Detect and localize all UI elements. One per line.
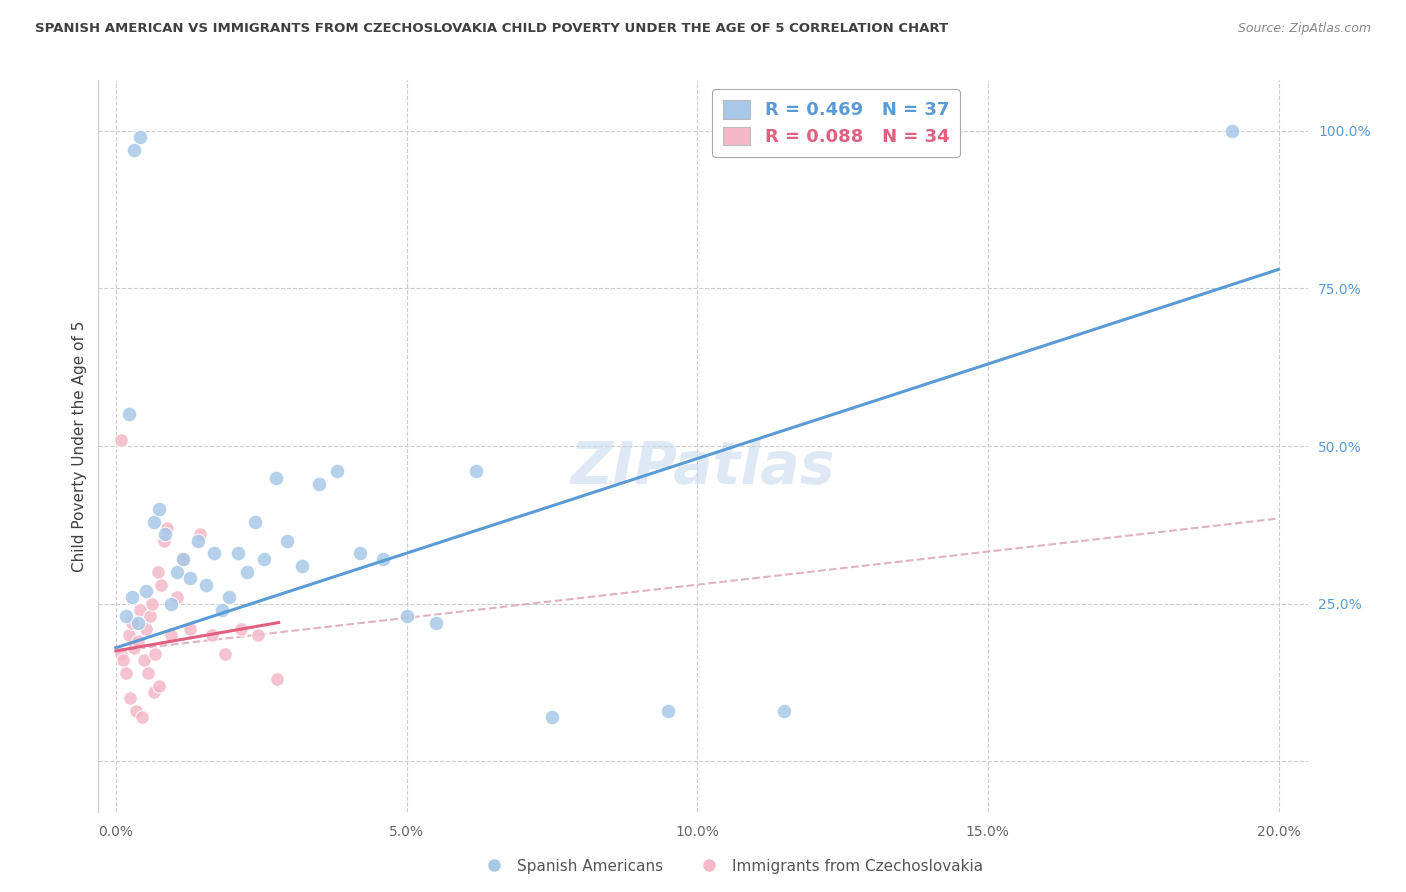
Point: [218, 591, 240, 605]
Point: [166, 565, 188, 579]
Point: [349, 546, 371, 560]
Point: [129, 130, 152, 145]
Point: [179, 622, 201, 636]
Point: [425, 615, 447, 630]
Point: [138, 609, 160, 624]
Point: [179, 571, 201, 585]
Point: [132, 653, 155, 667]
Point: [118, 408, 141, 422]
Point: [229, 622, 252, 636]
Point: [172, 552, 194, 566]
Point: [326, 464, 349, 478]
Point: [201, 628, 224, 642]
Point: [118, 628, 141, 642]
Point: [276, 533, 298, 548]
Point: [131, 710, 153, 724]
Point: [211, 603, 233, 617]
Point: [465, 464, 488, 478]
Point: [160, 597, 183, 611]
Y-axis label: Child Poverty Under the Age of 5: Child Poverty Under the Age of 5: [72, 320, 87, 572]
Text: ZIPatlas: ZIPatlas: [571, 440, 835, 497]
Point: [235, 565, 257, 579]
Point: [125, 704, 148, 718]
Point: [657, 704, 679, 718]
Point: [156, 521, 179, 535]
Point: [291, 558, 314, 573]
Legend: Spanish Americans, Immigrants from Czechoslovakia: Spanish Americans, Immigrants from Czech…: [472, 853, 990, 880]
Point: [142, 515, 165, 529]
Point: [264, 470, 287, 484]
Point: [136, 665, 159, 680]
Text: SPANISH AMERICAN VS IMMIGRANTS FROM CZECHOSLOVAKIA CHILD POVERTY UNDER THE AGE O: SPANISH AMERICAN VS IMMIGRANTS FROM CZEC…: [35, 22, 948, 36]
Point: [187, 533, 209, 548]
Point: [373, 552, 395, 566]
Point: [202, 546, 225, 560]
Point: [111, 653, 134, 667]
Legend: R = 0.469   N = 37, R = 0.088   N = 34: R = 0.469 N = 37, R = 0.088 N = 34: [713, 89, 960, 157]
Point: [155, 527, 177, 541]
Point: [110, 647, 132, 661]
Point: [127, 615, 149, 630]
Point: [124, 143, 146, 157]
Point: [395, 609, 418, 624]
Point: [142, 685, 165, 699]
Point: [160, 628, 183, 642]
Point: [1220, 124, 1243, 138]
Point: [166, 591, 188, 605]
Point: [253, 552, 276, 566]
Point: [120, 691, 142, 706]
Point: [124, 640, 146, 655]
Point: [115, 665, 138, 680]
Point: [226, 546, 249, 560]
Point: [150, 578, 173, 592]
Point: [540, 710, 562, 724]
Point: [773, 704, 796, 718]
Point: [152, 533, 174, 548]
Point: [110, 433, 132, 447]
Point: [148, 679, 170, 693]
Point: [141, 597, 163, 611]
Point: [135, 584, 157, 599]
Point: [121, 615, 143, 630]
Point: [115, 609, 138, 624]
Point: [245, 515, 267, 529]
Point: [266, 673, 288, 687]
Point: [188, 527, 211, 541]
Point: [308, 476, 330, 491]
Point: [194, 578, 217, 592]
Point: [129, 603, 152, 617]
Point: [146, 565, 169, 579]
Point: [172, 552, 194, 566]
Text: Source: ZipAtlas.com: Source: ZipAtlas.com: [1237, 22, 1371, 36]
Point: [121, 591, 143, 605]
Point: [127, 634, 149, 648]
Point: [214, 647, 236, 661]
Point: [148, 502, 170, 516]
Point: [135, 622, 157, 636]
Point: [145, 647, 167, 661]
Point: [247, 628, 270, 642]
